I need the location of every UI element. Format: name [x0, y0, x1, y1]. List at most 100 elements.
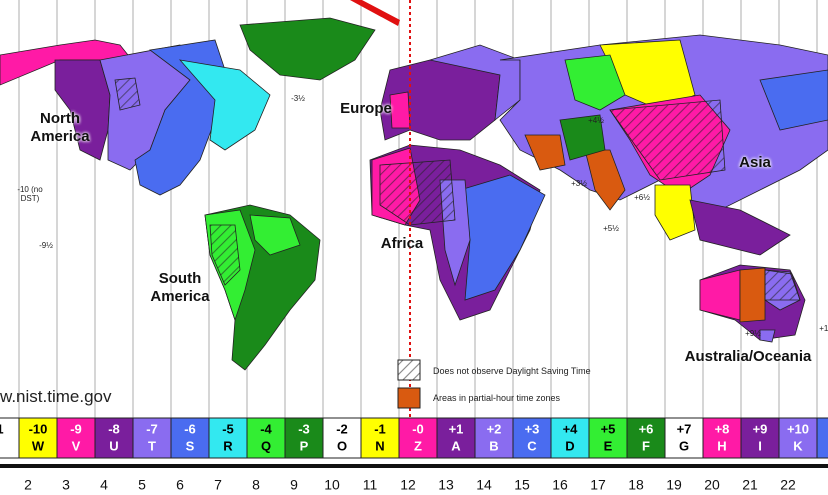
zone-letter: B — [489, 438, 498, 453]
zone-letter: O — [337, 438, 347, 453]
zone-offset: -6 — [184, 421, 196, 436]
offset-note: -3½ — [291, 94, 305, 103]
zone-offset: +7 — [677, 421, 692, 436]
hour-label: 7 — [214, 477, 222, 493]
hour-label: 18 — [628, 477, 644, 493]
offset-note: +4½ — [588, 116, 604, 125]
hour-label: 14 — [476, 477, 492, 493]
continent-label: Africa — [380, 235, 424, 252]
offset-note: +9½ — [745, 329, 761, 338]
zone-letter: G — [679, 438, 689, 453]
zone-letter: H — [717, 438, 726, 453]
zone-cell — [664, 417, 704, 459]
zone-letter: E — [604, 438, 613, 453]
hour-label: 6 — [176, 477, 184, 493]
zone-cell — [740, 417, 780, 459]
zone-cell — [360, 417, 400, 459]
hour-label: 11 — [363, 477, 378, 493]
zone-offset: +5 — [601, 421, 616, 436]
zone-cell — [512, 417, 552, 459]
zone-letter: N — [375, 438, 384, 453]
zone-letter: P — [300, 438, 309, 453]
continent-label: Asia — [739, 154, 771, 171]
zone-cell — [18, 417, 58, 459]
hour-label: 3 — [62, 477, 70, 493]
hour-label: 21 — [742, 477, 758, 493]
zone-offset: +8 — [715, 421, 730, 436]
continent-label: North America — [30, 110, 90, 145]
hour-label: 15 — [514, 477, 530, 493]
zone-letter: C — [527, 438, 537, 453]
offset-note: -10 (no DST) — [17, 185, 43, 203]
zone-cell — [436, 417, 476, 459]
hour-label: 19 — [666, 477, 682, 493]
zone-cell — [398, 417, 438, 459]
zone-offset: -2 — [336, 421, 348, 436]
zone-offset: -1 — [374, 421, 386, 436]
zone-cell — [170, 417, 210, 459]
hour-label: 4 — [100, 477, 108, 493]
zone-offset: -4 — [260, 421, 272, 436]
hour-label: 12 — [400, 477, 416, 493]
zone-letter: K — [793, 438, 803, 453]
zone-offset: +1 — [449, 421, 464, 436]
offset-note: -9½ — [39, 241, 53, 250]
strip-rule — [0, 464, 828, 468]
zone-cell — [94, 417, 134, 459]
zone-letter: S — [186, 438, 195, 453]
pointer-arrow — [350, 0, 400, 26]
zone-offset: +3 — [525, 421, 540, 436]
zone-cell — [778, 417, 818, 459]
continent-label: Australia/Oceania — [684, 348, 812, 365]
zone-cell — [816, 417, 828, 459]
zone-letter: U — [109, 438, 118, 453]
zone-offset: -8 — [108, 421, 120, 436]
zone-letter: W — [32, 438, 45, 453]
offset-note: +3½ — [571, 179, 587, 188]
legend-swatch-partial — [397, 387, 421, 409]
zone-letter: R — [223, 438, 233, 453]
hour-label: 8 — [252, 477, 260, 493]
zone-offset: -7 — [146, 421, 158, 436]
zone-letter: I — [758, 438, 762, 453]
zone-offset: +9 — [753, 421, 768, 436]
hour-label: 10 — [324, 477, 340, 493]
hour-label: 2 — [24, 477, 32, 493]
offset-note: +5½ — [603, 224, 619, 233]
offset-note: +10 — [819, 324, 828, 333]
zone-letter: F — [642, 438, 650, 453]
zone-offset: -0 — [412, 421, 424, 436]
zone-offset: -10 — [29, 421, 48, 436]
hour-label: 9 — [290, 477, 298, 493]
legend-swatch-dst-hatch — [398, 360, 420, 380]
zone-cell — [702, 417, 742, 459]
zone-letter: D — [565, 438, 574, 453]
zone-letter: V — [72, 438, 81, 453]
zone-cell — [132, 417, 172, 459]
source-url: w.nist.time.gov — [0, 387, 112, 406]
zone-offset: -9 — [70, 421, 82, 436]
zone-strip: 1 -10 W -9 V -8 U -7 T -6 S -5 R -4 Q -3 P -2 O -1 N -0 Z +1 A +2… — [0, 417, 828, 493]
legend-partial: Areas in partial-hour time zones — [433, 393, 561, 403]
hour-label: 20 — [704, 477, 720, 493]
legend-no-dst: Does not observe Daylight Saving Time — [433, 366, 591, 376]
hour-label: 17 — [590, 477, 606, 493]
zone-offset: 1 — [0, 421, 4, 436]
continent-label: South America — [150, 270, 210, 305]
hour-label: 5 — [138, 477, 146, 493]
zone-offset: +6 — [639, 421, 654, 436]
zone-offset: +2 — [487, 421, 502, 436]
hour-label: 16 — [552, 477, 568, 493]
hour-label: 13 — [438, 477, 454, 493]
zone-offset: -5 — [222, 421, 234, 436]
offset-note: +6½ — [634, 193, 650, 202]
zone-letter: A — [451, 438, 461, 453]
zone-cell — [626, 417, 666, 459]
hour-label: 22 — [780, 477, 796, 493]
zone-cell — [322, 417, 362, 459]
zone-cell — [56, 417, 96, 459]
zone-offset: +10 — [787, 421, 809, 436]
zone-letter: Z — [414, 438, 422, 453]
